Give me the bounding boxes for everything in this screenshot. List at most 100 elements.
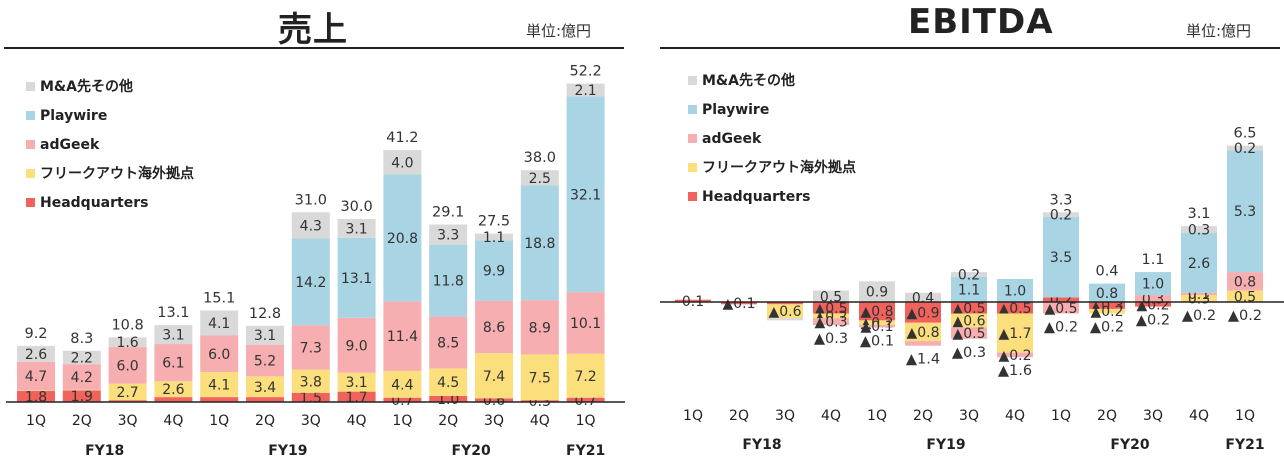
ebitda-x-tick-label: 3Q [1143,408,1163,424]
ebitda-bar-segment [1227,145,1263,151]
sales-segment-label: 4.0 [391,155,413,171]
ebitda-segment-label: 5.3 [1234,204,1256,220]
sales-x-tick-label: 4Q [163,413,183,429]
sales-bar-segment [337,219,376,238]
ebitda-negative-total-label: ▲0.2 [1182,308,1216,324]
ebitda-segment-label: ▲0.1 [722,296,755,312]
sales-segment-label: 11.8 [433,274,464,290]
ebitda-unit-label: 単位:億円 [1186,22,1252,40]
sales-bar-segment [200,372,239,398]
ebitda-legend-label: フリークアウト海外拠点 [702,159,856,176]
sales-segment-label: 4.7 [25,369,47,385]
sales-bar-segment [17,390,55,392]
ebitda-bar-segment [997,313,1033,353]
sales-bar-segment [17,361,55,391]
sales-total-label: 10.8 [111,317,143,333]
ebitda-bar-segment [951,327,987,339]
ebitda-segment-label: 2.6 [1188,256,1210,272]
sales-fiscal-year-label: FY19 [268,443,307,459]
ebitda-segment-label: ▲0.5 [952,326,985,342]
sales-bar-segment [291,392,330,402]
sales-legend-swatch [26,111,35,120]
ebitda-negative-total-label: ▲0.1 [860,333,894,349]
ebitda-segment-label: 0.9 [866,285,888,301]
ebitda-x-tick-label: 3Q [775,408,795,424]
sales-segment-label: 3.3 [437,228,459,244]
ebitda-bar-segment [1135,302,1171,307]
ebitda-segment-label: ▲0.5 [998,301,1031,317]
sales-legend-swatch [26,198,35,207]
ebitda-segment-label: 0.4 [912,290,934,306]
ebitda-segment-label: ▲0.6 [952,313,985,329]
sales-bar-segment [62,364,101,390]
sales-segment-label: 1.8 [25,390,47,406]
ebitda-negative-total-label: ▲1.6 [998,363,1032,379]
sales-x-tick-label: 3Q [118,413,138,429]
ebitda-bar-segment [1043,297,1079,302]
ebitda-segment-label: ▲0.2 [860,316,893,332]
sales-x-tick-label: 1Q [576,413,596,429]
sales-bar-segment [108,383,147,401]
ebitda-legend-swatch [688,192,697,201]
sales-segment-label: 11.4 [387,329,418,345]
ebitda-x-tick-label: 1Q [683,408,703,424]
ebitda-legend-label: M&A先その他 [702,72,795,89]
ebitda-negative-total-label: ▲0.2 [1136,313,1170,329]
ebitda-bar-segment [905,341,941,346]
sales-bar-segment [566,353,605,398]
sales-x-tick-label: 4Q [530,413,550,429]
ebitda-segment-label: 0.2 [1234,141,1256,157]
sales-x-tick-label: 3Q [484,413,504,429]
sales-segment-label: 6.0 [116,358,138,374]
ebitda-bar-segment [1181,292,1217,296]
sales-legend-label: M&A先その他 [40,78,133,95]
ebitda-segment-label: ▲1.7 [998,326,1031,342]
sales-bar-segment [520,400,559,402]
ebitda-stacked-bar-chart: M&A先その他 Playwire adGeek フリークアウト海外拠点 Headquar… [660,72,1284,453]
ebitda-bar-segment [721,302,757,305]
sales-bar-segment [108,337,147,348]
sales-segment-label: 2.1 [574,83,596,99]
sales-segment-label: 3.1 [345,221,367,237]
ebitda-segment-label: 0.8 [1234,274,1256,290]
sales-chart-title: 売上 [278,10,348,50]
sales-segment-label: 3.1 [254,328,276,344]
sales-segment-label: 1.6 [116,335,138,351]
sales-bar-segment [475,353,513,399]
ebitda-fiscal-year-label: FY21 [1225,437,1264,453]
ebitda-segment-label: 0.2 [1050,208,1072,224]
ebitda-segment-label: 1.0 [1142,277,1164,293]
ebitda-bar-segment [767,302,803,305]
ebitda-legend-swatch [688,134,697,143]
ebitda-chart-panel: EBITDA 単位:億円 M&A先その他 Playwire adGeek フリークアウ… [660,0,1284,463]
ebitda-negative-total-label: ▲0.2 [1090,320,1124,336]
sales-bar-segment [475,398,513,402]
sales-bar-segment [429,368,468,396]
sales-total-label: 29.1 [432,204,464,220]
ebitda-negative-total-label: ▲0.2 [1228,308,1262,324]
ebitda-total-label: 6.5 [1233,126,1256,142]
sales-legend-swatch [26,169,35,178]
sales-bar-segment [246,397,284,402]
sales-total-label: 38.0 [524,150,556,166]
ebitda-bar-segment [1089,283,1125,302]
sales-bar-segment [62,350,101,365]
ebitda-x-tick-label: 2Q [913,408,933,424]
sales-bar-segment [246,344,284,377]
sales-unit-label: 単位:億円 [526,22,592,40]
sales-bar-segment [200,397,239,402]
ebitda-x-tick-label: 1Q [867,408,887,424]
sales-bar-segment [337,317,376,373]
ebitda-bar-segment [813,313,849,319]
sales-bar-segment [520,170,559,186]
ebitda-total-label: 1.1 [1141,252,1164,268]
sales-segment-label: 20.8 [387,231,418,247]
ebitda-segment-label: ▲0.2 [1090,304,1123,320]
sales-bar-segment [520,185,559,301]
ebitda-segment-label: ▲0.5 [1044,301,1077,317]
ebitda-bar-segment [859,281,895,302]
ebitda-bar-segment [1135,295,1171,302]
sales-x-tick-label: 2Q [72,413,92,429]
ebitda-bar-segment [767,318,803,321]
ebitda-bar-segment [905,322,941,342]
